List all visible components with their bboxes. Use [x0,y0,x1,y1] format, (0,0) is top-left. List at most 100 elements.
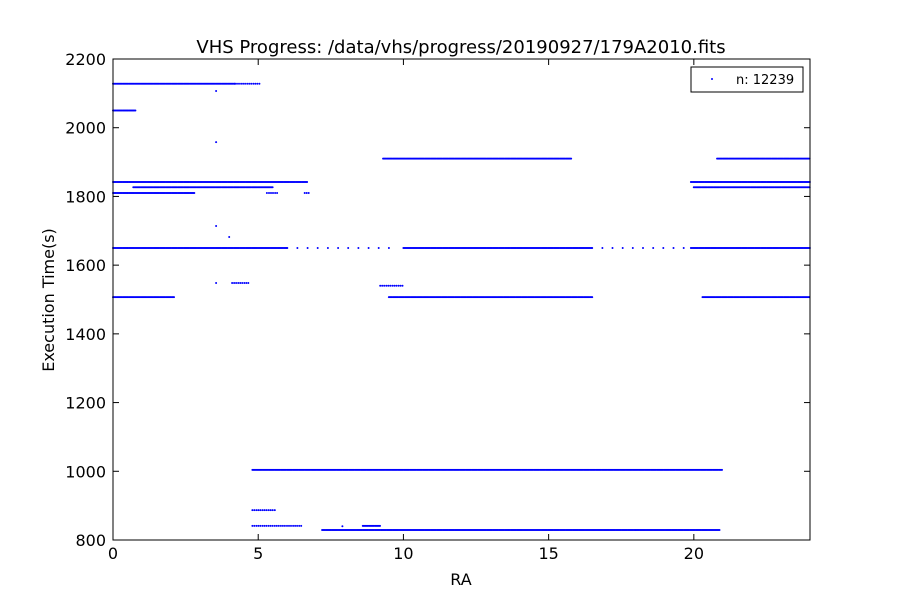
data-point [383,284,386,287]
y-tick-label: 2000 [65,119,106,138]
data-point [240,82,243,85]
data-point [251,509,254,512]
data-point [265,192,268,194]
data-point [259,524,262,527]
chart-title: VHS Progress: /data/vhs/progress/2019092… [196,37,725,58]
data-point [662,247,665,249]
data-point [283,524,286,527]
data-point [248,82,251,85]
data-point [271,186,274,189]
legend-box [690,66,804,93]
data-point [257,524,260,527]
data-point [246,82,249,85]
data-point [237,282,240,284]
data-point [267,524,270,527]
data-point [254,82,257,85]
data-point [621,247,624,249]
plot-frame [112,58,811,541]
data-point [303,192,306,194]
data-point [268,192,270,194]
data-point [367,247,370,249]
data-point [276,192,279,194]
data-point [244,82,247,85]
legend: n: 12239 [690,66,804,93]
data-point [253,509,256,512]
data-point [270,192,272,194]
data-point [401,284,404,287]
data-point [263,509,266,512]
data-point [273,524,276,527]
data-point [341,525,344,528]
data-point [252,82,255,85]
y-tick-label: 2200 [65,50,106,69]
y-tick-label: 1400 [65,325,106,344]
data-point [379,284,382,287]
data-point [387,284,390,287]
legend-marker [711,78,713,80]
data-point [267,509,270,512]
data-point [173,296,175,299]
data-point [337,247,340,249]
data-point [306,247,309,249]
data-point [296,524,299,527]
data-point [591,296,594,299]
x-tick-label: 0 [108,544,118,563]
data-point [381,284,384,287]
data-point [377,247,380,249]
data-point [271,524,274,527]
data-point [241,282,244,284]
data-point [281,524,284,527]
data-point [215,225,218,227]
y-axis: 800 1000 1200 1400 1600 1800 2000 2200 [65,50,810,550]
data-point [300,524,303,527]
x-axis: 0 5 10 15 20 [108,59,704,563]
data-point [233,282,236,284]
data-point [272,192,274,194]
data-point [265,509,268,512]
data-point [391,284,394,287]
data-point [253,524,256,527]
data-point [721,468,723,471]
data-point [255,509,258,512]
data-point [326,247,329,249]
data-point [306,181,309,183]
data-point [682,247,685,249]
data-point [251,524,254,527]
x-axis-label: RA [450,570,471,589]
data-point [316,247,319,249]
data-point [243,282,246,284]
data-point [395,284,398,287]
data-point [242,82,245,85]
data-point [387,247,390,249]
data-point [347,247,350,249]
data-point [279,524,282,527]
x-tick-label: 20 [684,544,704,563]
data-point [290,524,292,527]
data-point [286,247,289,249]
y-tick-label: 1800 [65,187,106,206]
x-tick-label: 10 [393,544,413,563]
y-tick-label: 1000 [65,462,106,481]
data-point [672,247,675,249]
data-point [245,282,248,284]
y-tick-label: 1600 [65,256,106,275]
data-point [298,524,301,527]
data-point [263,524,266,527]
legend-label: n: 12239 [736,73,794,88]
data-point [134,109,137,112]
data-point [235,282,238,284]
x-tick-label: 15 [538,544,558,563]
data-point [250,82,253,85]
data-point [274,192,277,194]
data-point [570,157,573,160]
data-point [215,141,218,144]
data-point [397,284,400,287]
data-point [292,524,295,527]
data-point [294,524,297,527]
data-point [389,284,392,287]
data-point [385,284,388,287]
y-tick-label: 800 [75,531,106,550]
data-point [228,236,231,238]
data-point [269,509,272,512]
data-point [255,524,258,527]
